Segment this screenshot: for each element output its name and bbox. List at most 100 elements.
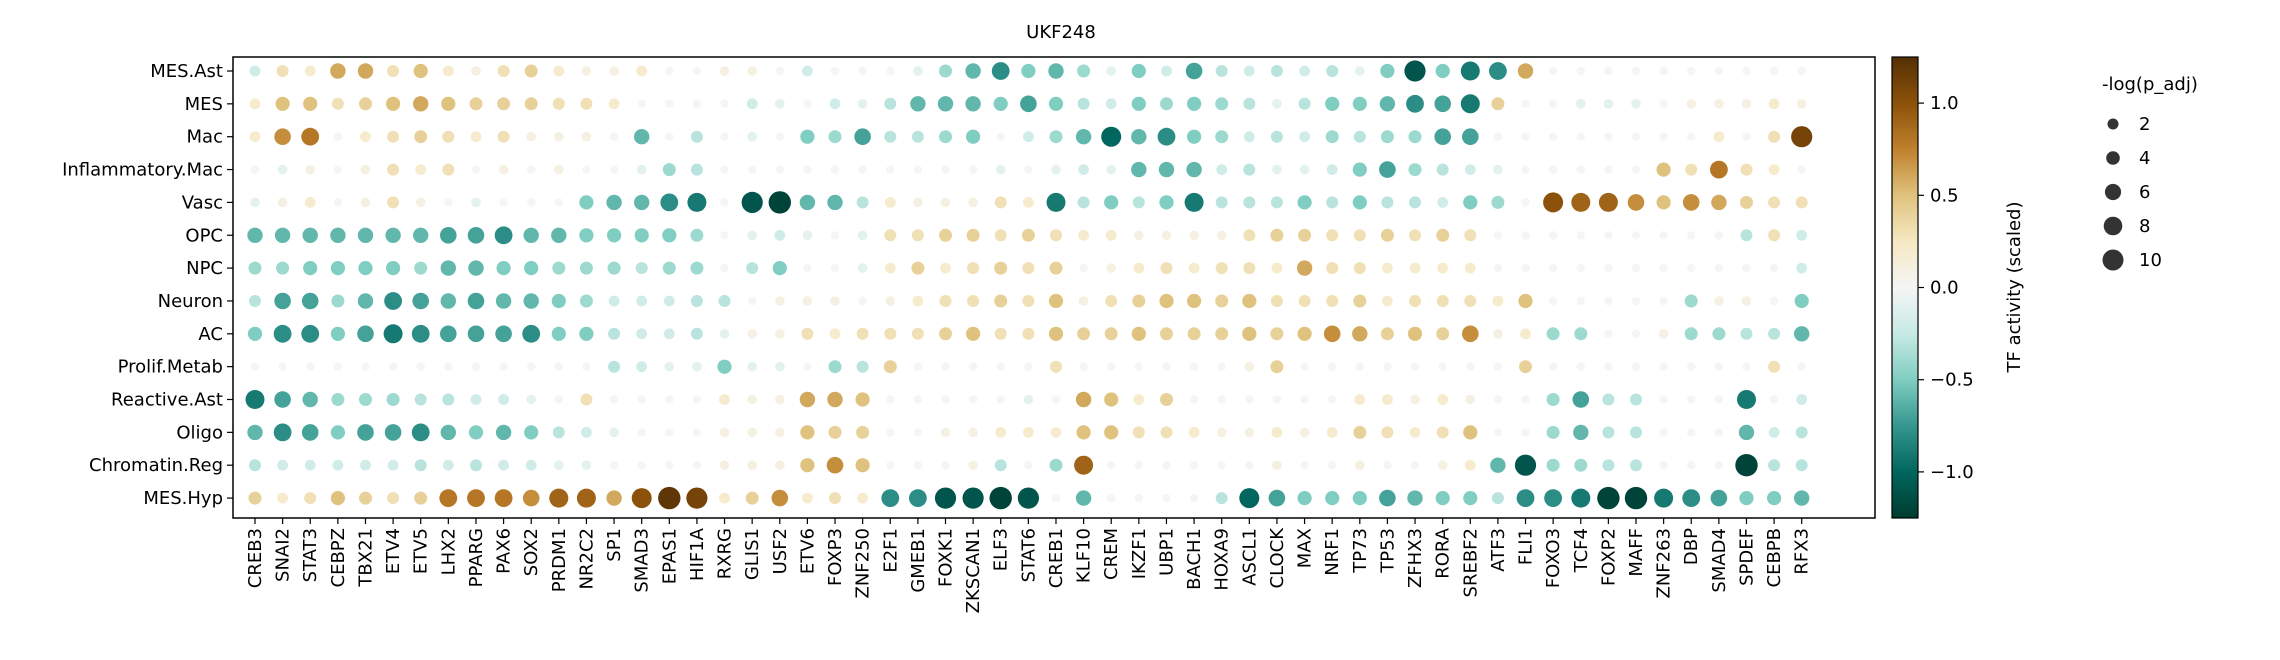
dot-Mac-E2F1 — [884, 130, 897, 143]
dot-AC-PRDM1 — [551, 326, 566, 341]
dot-Inflammatory.Mac-IKZF1 — [1131, 161, 1147, 178]
dot-OPC-TP53 — [1380, 228, 1394, 242]
dot-Neuron-ATF3 — [1492, 295, 1504, 307]
dot-MES.Hyp-FOXP3 — [829, 492, 841, 505]
dot-Chromatin.Reg-NR2C2 — [581, 460, 592, 471]
dot-MES.Hyp-ATF3 — [1491, 492, 1504, 505]
dot-Neuron-ELF3 — [994, 294, 1008, 308]
dot-Mac-KLF10 — [1075, 129, 1092, 145]
dot-Reactive.Ast-SPDEF — [1737, 390, 1756, 409]
dot-NPC-EPAS1 — [662, 261, 676, 275]
dot-OPC-ETV4 — [385, 227, 401, 243]
colorbar-tick-label: −1.0 — [1930, 462, 1974, 483]
dot-Oligo-ZFHX3 — [1409, 427, 1421, 438]
dot-NPC-CEBPZ — [330, 261, 345, 276]
dot-MES.Ast-TP53 — [1380, 63, 1395, 79]
dot-Neuron-CEBPB — [1769, 296, 1779, 306]
dot-Inflammatory.Mac-DBP — [1685, 163, 1698, 176]
dot-Chromatin.Reg-ELF3 — [994, 459, 1007, 472]
dot-MES.Hyp-RORA — [1435, 491, 1450, 506]
dot-Reactive.Ast-FLI1 — [1521, 395, 1530, 404]
column-label: STAT3 — [300, 528, 321, 582]
dot-NPC-CEBPB — [1769, 263, 1779, 273]
dot-Inflammatory.Mac-PPARG — [471, 165, 481, 174]
dot-Prolif.Metab-ETV6 — [803, 362, 812, 371]
colorbar-gradient — [1891, 56, 1919, 519]
row-label: OPC — [185, 225, 223, 246]
dot-Inflammatory.Mac-GLIS1 — [748, 165, 757, 174]
dot-Inflammatory.Mac-SREBF2 — [1464, 164, 1476, 176]
column-label: MAFF — [1626, 528, 1647, 577]
dot-Neuron-GMEB1 — [912, 295, 924, 307]
dot-Chromatin.Reg-NRF1 — [1328, 461, 1337, 470]
dot-Neuron-STAT6 — [1022, 295, 1035, 307]
dot-Inflammatory.Mac-CREB1 — [1051, 164, 1061, 175]
dot-Chromatin.Reg-FOXK1 — [941, 461, 950, 470]
column-label: GLIS1 — [742, 528, 763, 580]
column-label: FOXP2 — [1598, 528, 1619, 586]
dot-Neuron-ZKSCAN1 — [967, 295, 980, 307]
dot-Chromatin.Reg-CLOCK — [1272, 460, 1282, 471]
dot-AC-SPDEF — [1740, 327, 1753, 340]
dot-MES.Ast-FOXK1 — [939, 64, 952, 78]
column-label: GMEB1 — [908, 528, 929, 593]
dot-MES.Ast-CREB1 — [1048, 63, 1064, 79]
dot-AC-PPARG — [467, 325, 485, 343]
dot-NPC-FOXP2 — [1604, 263, 1613, 273]
dot-OPC-FOXP2 — [1604, 231, 1613, 240]
dot-MES-STAT6 — [1020, 95, 1037, 113]
dot-MES.Ast-MAFF — [1631, 66, 1641, 76]
dot-MES-NRF1 — [1325, 96, 1340, 111]
dot-MES.Ast-ELF3 — [991, 62, 1010, 80]
column-label: HOXA9 — [1212, 528, 1233, 591]
dot-Chromatin.Reg-ATF3 — [1490, 457, 1506, 473]
dot-Inflammatory.Mac-USF2 — [775, 165, 784, 174]
dot-Reactive.Ast-SMAD4 — [1714, 395, 1724, 404]
dot-Reactive.Ast-FOXP2 — [1602, 393, 1615, 406]
dot-OPC-FLI1 — [1521, 231, 1530, 240]
dot-Chromatin.Reg-MAFF — [1630, 459, 1642, 472]
dot-Vasc-STAT6 — [1023, 197, 1034, 208]
dot-NPC-CREM — [1106, 263, 1116, 273]
dot-OPC-STAT6 — [1021, 228, 1035, 242]
dot-Chromatin.Reg-FOXP2 — [1602, 459, 1615, 472]
dot-Prolif.Metab-CLOCK — [1270, 360, 1284, 374]
dot-Prolif.Metab-TCF4 — [1576, 362, 1586, 371]
dot-MES.Hyp-UBP1 — [1162, 493, 1171, 503]
dot-Neuron-TBX21 — [357, 293, 374, 309]
row-label: MES — [185, 94, 223, 115]
dot-Chromatin.Reg-FOXP3 — [826, 456, 844, 474]
dot-MES-RFX3 — [1796, 99, 1807, 109]
dot-Inflammatory.Mac-ETV4 — [387, 163, 400, 176]
dot-Prolif.Metab-SREBF2 — [1466, 362, 1475, 371]
dot-NPC-PAX6 — [496, 261, 511, 276]
dot-Chromatin.Reg-CREB3 — [249, 459, 261, 472]
dot-AC-GMEB1 — [911, 327, 924, 340]
dot-AC-FOXP3 — [829, 328, 841, 340]
dot-NPC-SNAI2 — [276, 261, 290, 275]
colorbar-tick-label: 1.0 — [1930, 93, 1959, 114]
dot-Oligo-PRDM1 — [552, 426, 565, 439]
dot-MES-CLOCK — [1272, 99, 1282, 109]
dot-AC-IKZF1 — [1131, 326, 1146, 341]
dot-MES-ETV5 — [413, 96, 429, 112]
dot-Reactive.Ast-RFX3 — [1796, 394, 1808, 405]
dot-OPC-IKZF1 — [1134, 230, 1144, 241]
dot-MES-ZFHX3 — [1406, 94, 1424, 113]
dot-Oligo-NRF1 — [1326, 427, 1338, 438]
dot-AC-CLOCK — [1270, 327, 1284, 341]
dot-MES-IKZF1 — [1131, 96, 1146, 111]
size-legend-dot — [2102, 249, 2124, 271]
column-label: SMAD4 — [1709, 528, 1730, 593]
dot-Oligo-ZKSCAN1 — [968, 427, 978, 438]
dot-AC-LHX2 — [440, 325, 457, 343]
dot-AC-ZFHX3 — [1407, 326, 1423, 341]
dot-NPC-PPARG — [468, 260, 484, 276]
column-label: FOXP3 — [825, 528, 846, 586]
dot-AC-RXRG — [719, 329, 730, 339]
dot-Mac-ATF3 — [1493, 132, 1503, 141]
dot-MES.Hyp-USF2 — [771, 489, 789, 507]
dot-MES.Ast-LHX2 — [442, 65, 454, 77]
dot-Prolif.Metab-KLF10 — [1079, 362, 1088, 371]
dot-Vasc-RORA — [1437, 197, 1449, 208]
